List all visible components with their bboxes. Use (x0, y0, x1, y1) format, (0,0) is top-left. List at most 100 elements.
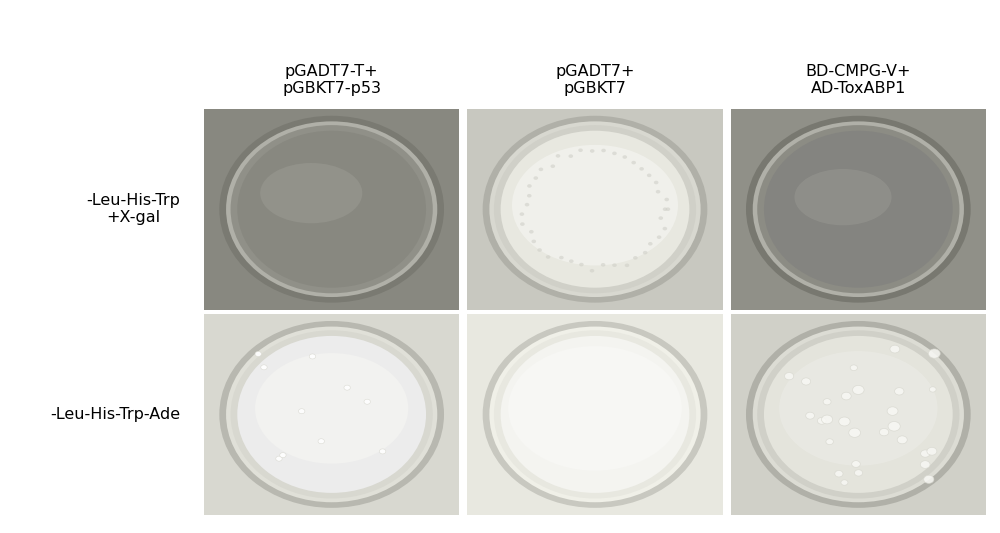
Ellipse shape (579, 263, 584, 266)
Ellipse shape (494, 330, 696, 498)
Ellipse shape (533, 176, 538, 180)
Ellipse shape (654, 181, 658, 184)
Ellipse shape (219, 116, 444, 303)
Ellipse shape (823, 399, 831, 405)
Ellipse shape (841, 392, 851, 400)
Ellipse shape (666, 207, 670, 211)
Ellipse shape (757, 330, 959, 498)
Ellipse shape (795, 169, 892, 225)
Ellipse shape (753, 327, 964, 502)
Ellipse shape (578, 148, 583, 152)
Ellipse shape (764, 131, 953, 288)
Ellipse shape (817, 417, 826, 424)
Text: pGADT7-T+
pGBKT7-p53: pGADT7-T+ pGBKT7-p53 (282, 63, 381, 96)
Ellipse shape (231, 330, 433, 498)
Ellipse shape (753, 122, 964, 297)
Ellipse shape (841, 480, 848, 485)
Ellipse shape (887, 407, 898, 415)
Ellipse shape (280, 453, 286, 458)
Ellipse shape (219, 321, 444, 508)
Ellipse shape (501, 336, 689, 493)
Ellipse shape (895, 387, 904, 395)
Ellipse shape (601, 263, 605, 266)
Ellipse shape (260, 163, 362, 223)
Ellipse shape (625, 263, 629, 267)
Ellipse shape (529, 230, 534, 233)
Ellipse shape (520, 212, 524, 216)
Ellipse shape (226, 327, 437, 502)
Ellipse shape (483, 321, 707, 508)
Ellipse shape (255, 351, 261, 357)
Ellipse shape (746, 116, 971, 303)
Ellipse shape (489, 327, 701, 502)
Ellipse shape (546, 255, 550, 259)
Ellipse shape (746, 321, 971, 508)
Ellipse shape (656, 190, 660, 193)
Ellipse shape (928, 349, 940, 358)
Ellipse shape (527, 184, 532, 188)
Ellipse shape (237, 131, 426, 288)
Ellipse shape (622, 155, 627, 159)
Ellipse shape (601, 149, 606, 152)
Ellipse shape (806, 412, 814, 419)
Ellipse shape (631, 161, 636, 164)
Ellipse shape (612, 151, 617, 155)
Ellipse shape (757, 125, 959, 293)
Ellipse shape (590, 149, 594, 153)
Ellipse shape (489, 122, 701, 297)
Ellipse shape (853, 385, 864, 394)
Ellipse shape (764, 336, 953, 493)
Ellipse shape (639, 167, 644, 171)
Ellipse shape (298, 409, 305, 414)
Ellipse shape (364, 399, 370, 404)
Ellipse shape (849, 428, 861, 438)
Ellipse shape (612, 263, 617, 267)
Ellipse shape (501, 131, 689, 288)
Ellipse shape (785, 373, 794, 380)
Ellipse shape (929, 387, 936, 392)
Ellipse shape (309, 354, 316, 359)
Ellipse shape (569, 260, 574, 263)
Text: pGADT7+
pGBKT7: pGADT7+ pGBKT7 (555, 63, 635, 96)
Ellipse shape (879, 429, 889, 436)
Ellipse shape (822, 415, 833, 424)
Ellipse shape (551, 164, 555, 168)
Ellipse shape (663, 207, 667, 211)
Ellipse shape (802, 378, 811, 385)
Text: -Leu-His-Trp
+X-gal: -Leu-His-Trp +X-gal (86, 193, 180, 225)
Ellipse shape (559, 256, 564, 260)
Ellipse shape (261, 365, 267, 370)
Ellipse shape (537, 248, 542, 252)
Ellipse shape (525, 203, 529, 206)
Ellipse shape (826, 439, 833, 445)
Ellipse shape (779, 351, 937, 466)
Ellipse shape (512, 145, 678, 265)
Ellipse shape (890, 345, 900, 353)
Ellipse shape (647, 174, 651, 177)
Ellipse shape (569, 155, 573, 158)
Ellipse shape (663, 227, 667, 230)
Ellipse shape (839, 417, 850, 426)
Ellipse shape (643, 251, 647, 254)
Ellipse shape (527, 194, 532, 198)
Ellipse shape (850, 365, 857, 370)
Ellipse shape (658, 216, 663, 220)
Ellipse shape (648, 242, 653, 246)
Ellipse shape (633, 256, 638, 260)
Ellipse shape (531, 240, 536, 243)
Ellipse shape (508, 346, 682, 471)
Ellipse shape (556, 154, 560, 158)
Ellipse shape (276, 456, 282, 461)
Ellipse shape (921, 450, 930, 457)
Text: BD-CMPG-V+
AD-ToxABP1: BD-CMPG-V+ AD-ToxABP1 (806, 63, 911, 96)
Text: -Leu-His-Trp-Ade: -Leu-His-Trp-Ade (50, 407, 180, 422)
Ellipse shape (539, 167, 543, 171)
Ellipse shape (897, 436, 907, 444)
Ellipse shape (237, 336, 426, 493)
Ellipse shape (590, 269, 594, 272)
Ellipse shape (318, 439, 324, 444)
Ellipse shape (231, 125, 433, 293)
Ellipse shape (379, 449, 386, 454)
Ellipse shape (920, 461, 930, 469)
Ellipse shape (520, 222, 525, 226)
